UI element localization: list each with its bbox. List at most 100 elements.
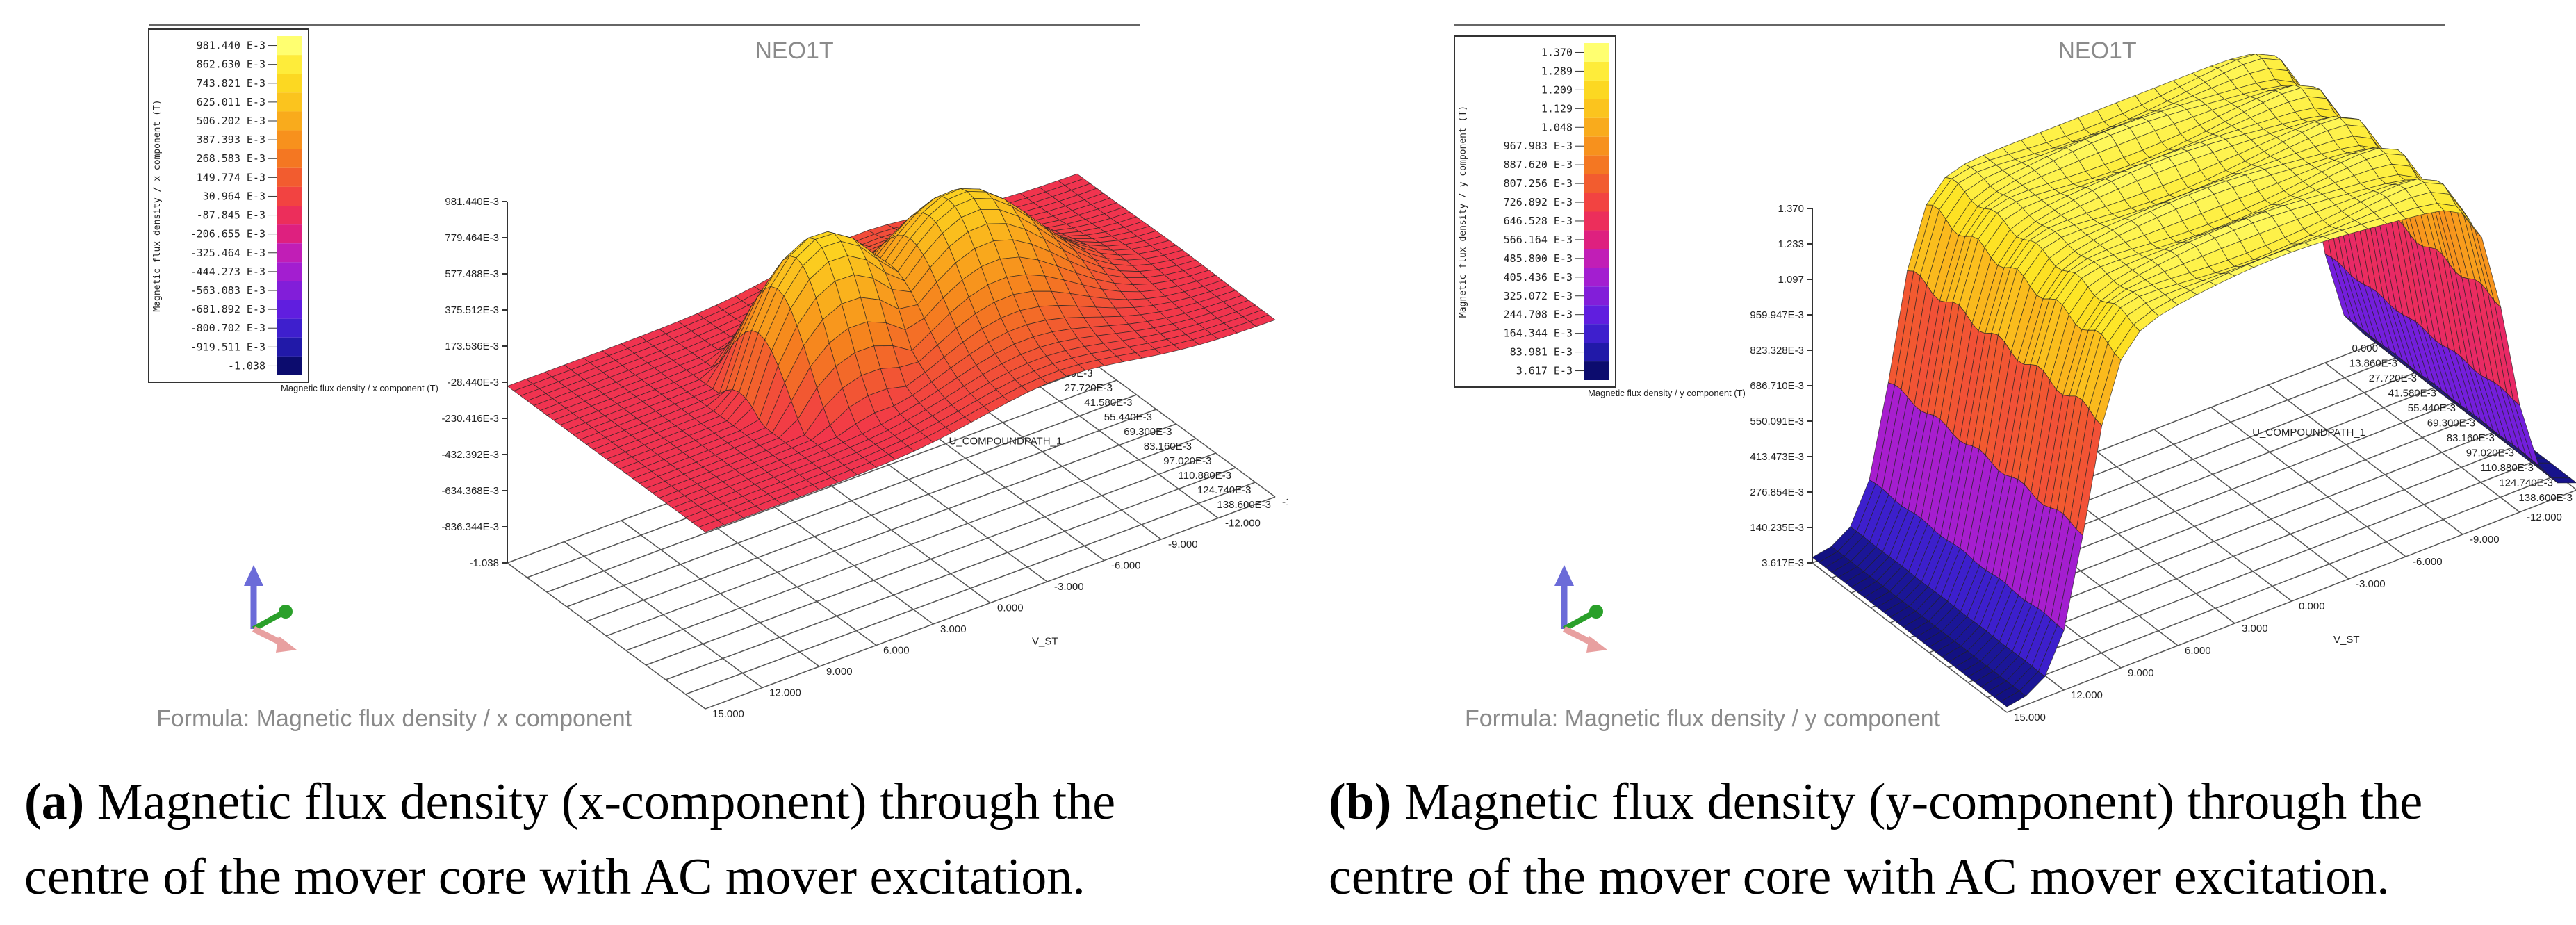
caption-b-line2: centre of the mover core with AC mover e… — [1329, 849, 2390, 906]
y-tick-label: 12.000 — [769, 687, 801, 699]
grid-line — [1987, 474, 2558, 698]
legend-swatch — [1584, 117, 1609, 137]
legend-value: -800.702 E-3 — [190, 322, 265, 334]
y-tick-label: 12.000 — [2071, 689, 2103, 701]
x-axis: 0.000 13.860E-3 27.720E-3 41.580E-3 55.440E-… — [2252, 343, 2573, 504]
legend-value: 566.164 E-3 — [1504, 234, 1573, 246]
caption-b-line1: Magnetic flux density (y-component) thro… — [1391, 773, 2423, 830]
x-tick-label: 83.160E-3 — [2447, 432, 2495, 444]
legend-value: 1.209 — [1541, 83, 1573, 96]
x-tick-label: 97.020E-3 — [1163, 455, 1211, 467]
legend-swatch — [1584, 249, 1609, 268]
y-axis-label: V_ST — [1032, 636, 1058, 648]
y-axis: 15.000 12.000 9.000 6.000 3.000 0.000 -3.000 -6… — [712, 496, 1288, 720]
legend-swatch — [1584, 174, 1609, 193]
legend-value: 981.440 E-3 — [197, 40, 265, 52]
z-tick-label: 3.617E-3 — [1762, 557, 1804, 569]
x-tick-label: 69.300E-3 — [1124, 426, 1172, 438]
triad-z-head — [1554, 565, 1574, 586]
triad-x-head — [1586, 636, 1607, 653]
grid-line — [705, 496, 1276, 710]
surface-mesh — [1812, 54, 2576, 707]
legend-value: 646.528 E-3 — [1504, 215, 1573, 227]
caption-a-label: (a) — [24, 773, 85, 830]
legend-value: 325.072 E-3 — [1504, 290, 1573, 302]
axes-triad-icon — [244, 565, 297, 653]
grid-line — [2153, 429, 2349, 580]
x-tick-label: 55.440E-3 — [1104, 411, 1152, 423]
grid-line — [962, 393, 1162, 540]
legend-value: 3.617 E-3 — [1516, 365, 1573, 377]
y-tick-label: 6.000 — [883, 645, 910, 657]
legend-swatch — [277, 74, 302, 93]
grid-line — [2324, 362, 2520, 513]
y-tick-label: 15.000 — [712, 708, 744, 720]
x-tick-label: 110.880E-3 — [1179, 470, 1231, 482]
grid-line — [646, 452, 1216, 666]
surface-chart-y: NEO1T 1.370 1.233 1.097 959.947E-3 823.328E-3… — [1454, 24, 2576, 732]
x-axis-label: U_COMPOUNDPATH_1 — [2252, 427, 2365, 439]
z-tick-label: -634.368E-3 — [441, 485, 499, 497]
triad-y-arrow — [252, 611, 283, 632]
x-tick-label: 41.580E-3 — [2388, 388, 2436, 400]
z-tick-label: 173.536E-3 — [445, 341, 499, 352]
chart-root: NEO1T 1.370 1.233 1.097 959.947E-3 823.328E-3… — [1454, 24, 2576, 732]
z-tick-label: 686.710E-3 — [1750, 380, 1804, 392]
chart-root: NEO1T 981.440E-3 779.464E-3 577.488E-3 375.5… — [148, 24, 1288, 732]
legend-swatch — [1584, 99, 1609, 118]
legend-value: 1.289 — [1541, 65, 1573, 77]
legend-swatch — [277, 111, 302, 131]
legend-value: 268.583 E-3 — [197, 152, 265, 165]
chart-title: NEO1T — [2058, 38, 2136, 64]
legend-value: 967.983 E-3 — [1504, 140, 1573, 152]
z-tick-label: -1.038 — [469, 557, 499, 569]
legend-title: Magnetic flux density / y component (T) — [1458, 106, 1468, 318]
legend-value: 807.256 E-3 — [1504, 177, 1573, 190]
z-tick-label: 823.328E-3 — [1750, 345, 1804, 357]
legend-value: 1.048 — [1541, 121, 1573, 133]
legend-swatch — [1584, 286, 1609, 306]
x-tick-label: 27.720E-3 — [1065, 382, 1113, 394]
chart-title: NEO1T — [755, 38, 833, 64]
y-tick-label: -9.000 — [2470, 534, 2500, 546]
legend-value: -919.511 E-3 — [190, 341, 265, 353]
z-tick-label: 959.947E-3 — [1750, 309, 1804, 321]
caption-a: (a) Magnetic flux density (x-component) … — [24, 764, 1115, 915]
triad-y-head — [279, 605, 293, 619]
y-axis-label: V_ST — [2333, 634, 2360, 646]
legend-swatch — [277, 243, 302, 263]
x-tick-label: 0.000 — [2352, 343, 2378, 354]
y-tick-label: -3.000 — [2356, 578, 2386, 590]
z-tick-label: 577.488E-3 — [445, 268, 499, 280]
legend-value: -87.845 E-3 — [197, 209, 265, 222]
x-tick-label: 97.020E-3 — [2466, 448, 2514, 459]
x-tick-label: 124.740E-3 — [2499, 477, 2553, 489]
caption-a-line2: centre of the mover core with AC mover e… — [24, 849, 1085, 906]
y-tick-label: -3.000 — [1054, 581, 1084, 593]
z-tick-label: 779.464E-3 — [445, 232, 499, 244]
y-tick-label: -12.000 — [1225, 518, 1261, 530]
y-tick-label: 6.000 — [2185, 645, 2211, 657]
grid-line — [1019, 371, 1219, 519]
grid-line — [665, 467, 1236, 680]
surface-facet — [698, 519, 725, 533]
legend-swatch — [277, 36, 302, 56]
z-axis-title: Magnetic flux density / x component (T) — [281, 383, 438, 393]
x-tick-label: 27.720E-3 — [2369, 373, 2417, 384]
grid-line — [2267, 384, 2463, 535]
z-axis-title: Magnetic flux density / y component (T) — [1588, 388, 1746, 398]
y-tick-label: 9.000 — [826, 666, 853, 678]
y-tick-label: 3.000 — [940, 623, 967, 635]
legend-value: 1.129 — [1541, 102, 1573, 115]
formula-label: Formula: Magnetic flux density / y compo… — [1465, 705, 1941, 732]
legend-swatch — [277, 149, 302, 168]
y-tick-label: 15.000 — [2014, 712, 2046, 723]
triad-y-head — [1589, 605, 1603, 619]
legend-value: 887.620 E-3 — [1504, 158, 1573, 171]
legend-swatch — [1584, 136, 1609, 156]
x-tick-label: 138.600E-3 — [2518, 492, 2573, 504]
legend-value: 862.630 E-3 — [197, 58, 265, 71]
z-tick-label: 981.440E-3 — [445, 196, 499, 208]
legend-swatch — [277, 356, 302, 375]
x-tick-label: 138.600E-3 — [1217, 499, 1271, 511]
